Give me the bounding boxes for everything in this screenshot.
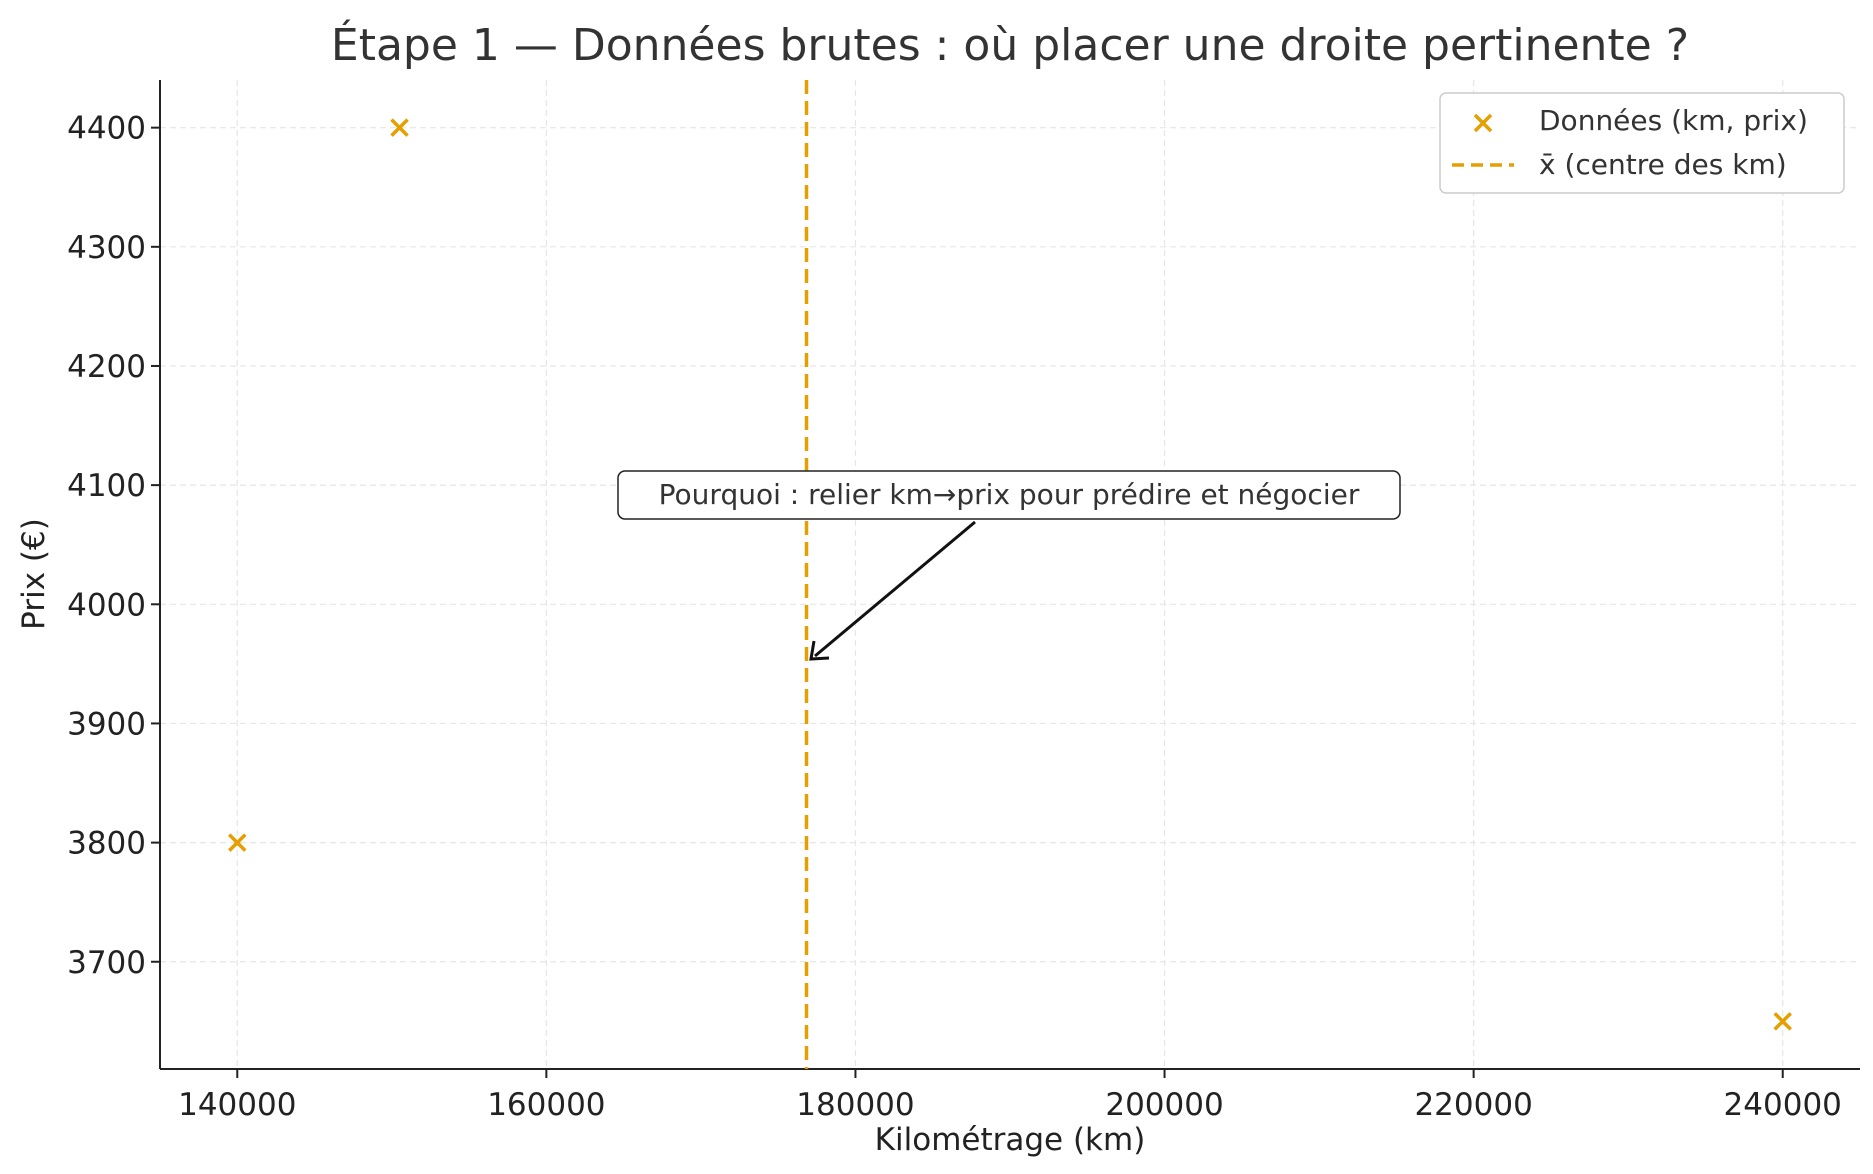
x-tick-label: 220000 xyxy=(1414,1087,1532,1123)
legend-label-data: Données (km, prix) xyxy=(1539,104,1808,137)
data-points xyxy=(228,118,1792,1031)
legend-box xyxy=(1439,92,1845,194)
annotation: Pourquoi : relier km→prix pour prédire e… xyxy=(617,470,1401,661)
data-point xyxy=(228,833,247,852)
y-ticks: 3700 3800 3900 4000 4100 4200 4300 4400 xyxy=(67,111,160,981)
legend-marker-x xyxy=(1473,113,1493,133)
annotation-arrowhead xyxy=(809,640,830,661)
annotation-box xyxy=(617,470,1401,520)
data-point xyxy=(390,118,409,137)
y-tick-label: 3800 xyxy=(67,826,146,862)
x-tick-label: 200000 xyxy=(1105,1087,1223,1123)
x-tick-label: 160000 xyxy=(487,1087,605,1123)
axes xyxy=(159,80,1860,1070)
legend-label-mean: x̄ (centre des km) xyxy=(1539,148,1787,181)
grid xyxy=(160,80,1860,1069)
y-tick-label: 3700 xyxy=(67,945,146,981)
x-tick-label: 180000 xyxy=(796,1087,914,1123)
annotation-arrow xyxy=(814,520,976,658)
x-ticks: 140000 160000 180000 200000 220000 240000 xyxy=(178,1069,1842,1123)
y-tick-label: 4300 xyxy=(67,230,146,266)
y-tick-label: 4000 xyxy=(67,587,146,623)
y-tick-label: 4400 xyxy=(67,111,146,147)
x-axis-label: Kilométrage (km) xyxy=(875,1122,1146,1158)
annotation-text: Pourquoi : relier km→prix pour prédire e… xyxy=(659,478,1360,511)
y-axis-label: Prix (€) xyxy=(16,518,52,630)
legend: Données (km, prix) x̄ (centre des km) xyxy=(1439,92,1845,194)
y-tick-label: 4100 xyxy=(67,468,146,504)
y-tick-label: 4200 xyxy=(67,349,146,385)
data-point xyxy=(1773,1012,1792,1031)
x-tick-label: 240000 xyxy=(1724,1087,1842,1123)
x-tick-label: 140000 xyxy=(178,1087,296,1123)
y-tick-label: 3900 xyxy=(67,706,146,742)
chart-title: Étape 1 — Données brutes : où placer une… xyxy=(331,18,1689,71)
